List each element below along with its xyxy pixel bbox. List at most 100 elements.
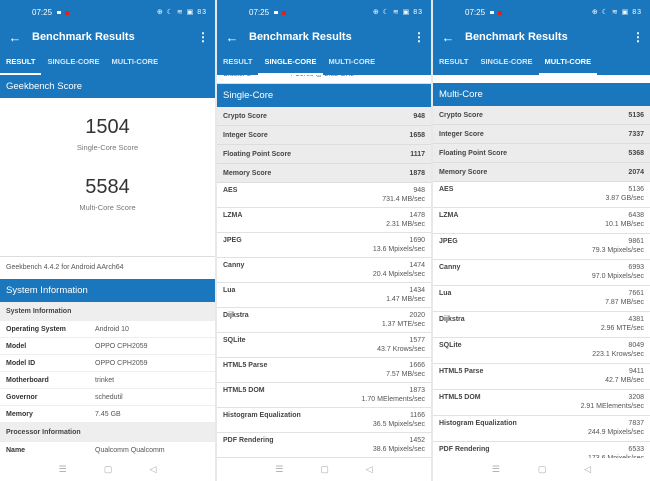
benchmark-score: 2020 (409, 312, 425, 319)
benchmark-row[interactable]: JPEG 1690 13.6 Mpixels/sec (217, 233, 431, 258)
recents-button[interactable]: ☰ (491, 464, 500, 474)
benchmark-row[interactable]: Canny 6993 97.0 Mpixels/sec (433, 260, 650, 286)
benchmark-row[interactable]: PDF Rendering 1452 38.6 Mpixels/sec (217, 433, 431, 458)
tab-single-core[interactable]: SINGLE-CORE (258, 49, 323, 75)
recents-button[interactable]: ☰ (275, 464, 284, 474)
back-button[interactable]: ◁ (149, 464, 157, 474)
single-core-label: Single-Core Score (76, 143, 139, 152)
benchmark-rate: 1.37 MTE/sec (381, 321, 425, 328)
tab-result[interactable]: RESULT (223, 57, 253, 66)
info-value: Qualcomm Qualcomm (95, 447, 165, 454)
back-arrow-icon[interactable]: ← (225, 29, 239, 45)
score-name: Memory Score (223, 170, 272, 177)
spacer (433, 75, 650, 83)
benchmark-rate: 20.4 Mpixels/sec (372, 271, 425, 278)
benchmark-rate: 97.0 Mpixels/sec (591, 273, 644, 280)
benchmark-row[interactable]: JPEG 9861 79.3 Mpixels/sec (433, 234, 650, 260)
benchmark-score: 1478 (409, 212, 425, 219)
benchmark-row[interactable]: AES 5136 3.87 GB/sec (433, 182, 650, 208)
benchmark-row[interactable]: HTML5 Parse 9411 42.7 MB/sec (433, 364, 650, 390)
subsection-header: System Information (0, 302, 215, 321)
benchmark-row[interactable]: Histogram Equalization 1166 36.5 Mpixels/s… (217, 408, 431, 433)
info-value: OPPO CPH2059 (95, 360, 148, 367)
benchmark-score: 9861 (628, 238, 644, 245)
more-vert-icon[interactable]: ⋮ (197, 30, 209, 44)
home-button[interactable]: ▢ (537, 464, 547, 474)
benchmark-rate: 10.1 MB/sec (605, 221, 644, 228)
single-core-score: 1504 (85, 116, 130, 138)
benchmark-row[interactable]: Dijkstra 2020 1.37 MTE/sec (217, 308, 431, 333)
benchmark-rate: 2.96 MTE/sec (600, 325, 644, 332)
benchmark-row[interactable]: LZMA 1478 2.31 MB/sec (217, 208, 431, 233)
tab-result[interactable]: RESULT (439, 57, 469, 66)
back-button[interactable]: ◁ (365, 464, 373, 474)
home-button[interactable]: ▢ (320, 464, 329, 474)
benchmark-row[interactable]: SQLite 8049 223.1 Krows/sec (433, 338, 650, 364)
tab-multi-core[interactable]: MULTI-CORE (328, 57, 376, 66)
benchmark-row[interactable]: SQLite 1577 43.7 Krows/sec (217, 333, 431, 358)
benchmark-row[interactable]: Lua 1434 1.47 MB/sec (217, 283, 431, 308)
info-row: Motherboard trinket (0, 372, 215, 389)
score-name: Floating Point Score (439, 150, 508, 157)
status-icons: ⊕ ☾ ≋ ▣ 83 (372, 9, 423, 16)
benchmark-row[interactable]: AES 948 731.4 MB/sec (217, 183, 431, 208)
info-key: Memory (6, 411, 33, 418)
home-button[interactable]: ▢ (103, 464, 113, 474)
info-value: OPPO CPH2059 (95, 343, 148, 350)
benchmark-row[interactable]: HTML5 DOM 1873 1.70 MElements/sec (217, 383, 431, 408)
benchmark-name: AES (223, 187, 238, 194)
tab-multi-core[interactable]: MULTI-CORE (538, 49, 598, 75)
system-nav-bar: ☰ ▢ ◁ (0, 458, 215, 481)
tab-bar: RESULT SINGLE-CORE MULTI-CORE (433, 49, 650, 75)
benchmark-rate: 43.7 Krows/sec (377, 346, 425, 353)
top-bar: 07:25 ⊕ ☾ ≋ ▣ 83 ← Benchmark Results ⋮ RESULT… (433, 0, 650, 75)
benchmark-name: PDF Rendering (223, 437, 274, 444)
tab-single-core[interactable]: SINGLE-CORE (480, 57, 533, 66)
benchmark-row[interactable]: Dijkstra 4381 2.96 MTE/sec (433, 312, 650, 338)
status-time: 07:25 (465, 8, 486, 17)
benchmark-rate: 3.87 GB/sec (605, 195, 644, 202)
status-bar: 07:25 ⊕ ☾ ≋ ▣ 83 (0, 0, 215, 25)
tab-multi-core[interactable]: MULTI-CORE (111, 57, 159, 66)
score-row: Integer Score 1658 (217, 126, 431, 145)
benchmark-name: LZMA (223, 212, 243, 219)
benchmark-name: Dijkstra (439, 316, 465, 323)
benchmark-row[interactable]: Lua 7661 7.87 MB/sec (433, 286, 650, 312)
info-key: Name (6, 447, 26, 454)
score-name: Integer Score (223, 132, 268, 139)
info-row: Operating System Android 10 (0, 321, 215, 338)
more-vert-icon[interactable]: ⋮ (632, 30, 644, 44)
benchmark-score: 1166 (409, 412, 425, 419)
benchmark-score: 1474 (409, 262, 425, 269)
benchmark-row[interactable]: LZMA 6438 10.1 MB/sec (433, 208, 650, 234)
subsection-header: Processor Information (0, 423, 215, 442)
tab-bar: RESULT SINGLE-CORE MULTI-CORE (0, 49, 215, 75)
recents-button[interactable]: ☰ (58, 464, 67, 474)
top-bar: 07:25 ⊕ ☾ ≋ ▣ 83 ← Benchmark Results ⋮ RESULT… (217, 0, 431, 75)
result-screen: 07:25 ⊕ ☾ ≋ ▣ 83 ← Benchmark Results ⋮ RESULT… (0, 0, 215, 481)
multi-core-score: 5584 (85, 176, 130, 198)
score-row: Memory Score 2074 (433, 163, 650, 182)
back-button[interactable]: ◁ (584, 464, 592, 474)
benchmark-row[interactable]: HTML5 Parse 1666 7.57 MB/sec (217, 358, 431, 383)
benchmark-name: HTML5 DOM (439, 394, 481, 401)
benchmark-row[interactable]: Canny 1474 20.4 Mpixels/sec (217, 258, 431, 283)
benchmark-score: 1452 (409, 437, 425, 444)
section-header: Multi-Core (433, 83, 650, 106)
more-vert-icon[interactable]: ⋮ (413, 30, 425, 44)
benchmark-name: PDF Rendering (439, 446, 490, 453)
cluster-key: Cluster 2 (223, 75, 251, 78)
benchmark-name: HTML5 DOM (223, 387, 265, 394)
benchmark-rate: 223.1 Krows/sec (592, 351, 644, 358)
benchmark-row[interactable]: HTML5 DOM 3208 2.91 MElements/sec (433, 390, 650, 416)
tab-single-core[interactable]: SINGLE-CORE (47, 57, 100, 66)
page-title: Benchmark Results (465, 31, 568, 43)
benchmark-name: JPEG (223, 237, 242, 244)
benchmark-row[interactable]: Histogram Equalization 7837 244.9 Mpixels/… (433, 416, 650, 442)
single-core-screen: 07:25 ⊕ ☾ ≋ ▣ 83 ← Benchmark Results ⋮ RESULT… (217, 0, 431, 481)
back-arrow-icon[interactable]: ← (8, 29, 22, 45)
back-arrow-icon[interactable]: ← (441, 29, 455, 45)
benchmark-name: SQLite (223, 337, 246, 344)
tab-result[interactable]: RESULT (0, 49, 42, 75)
benchmark-rate: 79.3 Mpixels/sec (591, 247, 644, 254)
